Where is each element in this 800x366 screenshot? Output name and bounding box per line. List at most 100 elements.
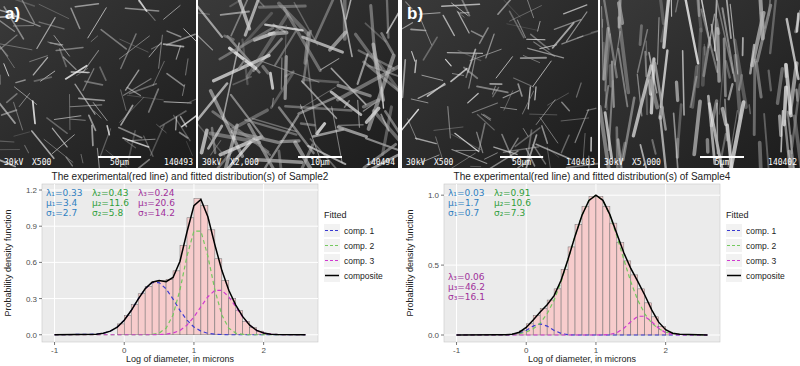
- histogram-bar: [610, 223, 617, 335]
- scale-bar-label: 50µm: [512, 158, 531, 167]
- fibre: [303, 80, 338, 83]
- fibre: [4, 64, 9, 76]
- fibre: [650, 78, 657, 108]
- legend-swatch: [727, 230, 741, 231]
- fibre: [71, 8, 80, 28]
- fibre: [434, 127, 463, 130]
- fibre: [735, 40, 746, 107]
- sem-image: [0, 0, 196, 168]
- fibre: [164, 102, 191, 103]
- fibre: [83, 69, 94, 91]
- series-line: [55, 231, 306, 335]
- parameter-label: λ₁=0.33: [46, 188, 83, 198]
- fibre: [198, 0, 222, 37]
- parameter-label: σ₁=2.7: [46, 208, 77, 218]
- fibre: [753, 60, 757, 135]
- parameter-label: μ₃=20.6: [138, 198, 175, 208]
- histogram-bar: [201, 206, 208, 335]
- y-tick: [39, 262, 42, 263]
- chart-title: The experimental(red line) and fitted di…: [52, 171, 329, 182]
- fibre: [411, 99, 428, 103]
- fibre: [694, 101, 700, 154]
- fibre: [151, 125, 164, 155]
- fibre: [294, 3, 317, 45]
- sem-image: [402, 0, 598, 168]
- fibre: [778, 69, 783, 104]
- fibre: [792, 84, 800, 147]
- y-tick: [441, 335, 444, 336]
- fibre: [722, 109, 725, 125]
- fibre: [232, 132, 278, 143]
- fibre: [452, 150, 487, 164]
- fibre: [518, 84, 522, 96]
- fibre: [471, 166, 481, 167]
- scale-bar-label: 10µm: [310, 158, 329, 167]
- fibre: [132, 160, 149, 168]
- x-tick-label: -1: [453, 346, 461, 355]
- fibre: [212, 128, 215, 153]
- fibre: [358, 54, 368, 84]
- fibre: [418, 85, 445, 99]
- fibre: [711, 101, 716, 126]
- fibre: [671, 0, 672, 16]
- fibre: [79, 98, 105, 100]
- fibre: [307, 60, 316, 134]
- fibre: [521, 57, 546, 59]
- series-line: [55, 199, 306, 334]
- fibre: [315, 0, 344, 40]
- fibre: [236, 0, 250, 29]
- y-tick-label: 0.0: [428, 331, 440, 340]
- scale-bar-label: 50µm: [110, 158, 129, 167]
- image-id: 140494: [366, 158, 395, 167]
- fibre: [343, 0, 347, 39]
- fibre: [247, 14, 287, 77]
- x-tick: [193, 342, 194, 345]
- fibre: [159, 35, 163, 68]
- legend-key: [726, 224, 742, 237]
- grid-line-y: [444, 195, 720, 196]
- fibre: [245, 0, 265, 35]
- fibre: [416, 138, 437, 143]
- fibre: [402, 60, 405, 98]
- fibre: [770, 0, 778, 53]
- y-tick: [39, 226, 42, 227]
- x-tick: [456, 342, 457, 345]
- fibre: [553, 23, 574, 48]
- fibre: [164, 6, 180, 20]
- fibre: [338, 85, 370, 95]
- fibre: [317, 124, 325, 134]
- y-tick-label: 1.0: [428, 191, 440, 200]
- image-voltage: 30kV: [4, 158, 23, 167]
- fibre: [121, 34, 136, 69]
- parameter-label: σ₃=16.1: [448, 292, 485, 302]
- legend-swatch: [727, 245, 741, 246]
- grid-line-x: [665, 184, 666, 342]
- fibre: [562, 36, 583, 44]
- fibre: [198, 26, 213, 50]
- fibre: [125, 140, 136, 148]
- scale-bar-label: 5µm: [715, 158, 730, 167]
- fibre: [652, 140, 655, 154]
- legend-key: [324, 254, 340, 267]
- fibre: [716, 103, 718, 153]
- parameter-label: λ₂=0.43: [92, 188, 129, 198]
- fibre: [533, 61, 551, 86]
- fibre: [14, 102, 23, 130]
- fibre: [91, 36, 97, 42]
- legend-swatch: [727, 275, 741, 277]
- fibre: [271, 73, 293, 108]
- image-id: 140403: [566, 158, 595, 167]
- parameter-label: λ₃=0.06: [448, 272, 485, 282]
- fibre: [174, 115, 190, 140]
- legend-swatch: [325, 260, 339, 261]
- x-tick: [124, 342, 125, 345]
- fibre: [548, 93, 569, 105]
- fibre: [182, 114, 196, 126]
- fibre: [448, 107, 451, 138]
- legend-title: Fitted: [324, 210, 347, 220]
- fibre: [683, 51, 684, 115]
- fibre: [188, 96, 196, 103]
- fibre: [664, 0, 669, 47]
- histogram-bar: [589, 197, 596, 335]
- fibre: [16, 80, 25, 83]
